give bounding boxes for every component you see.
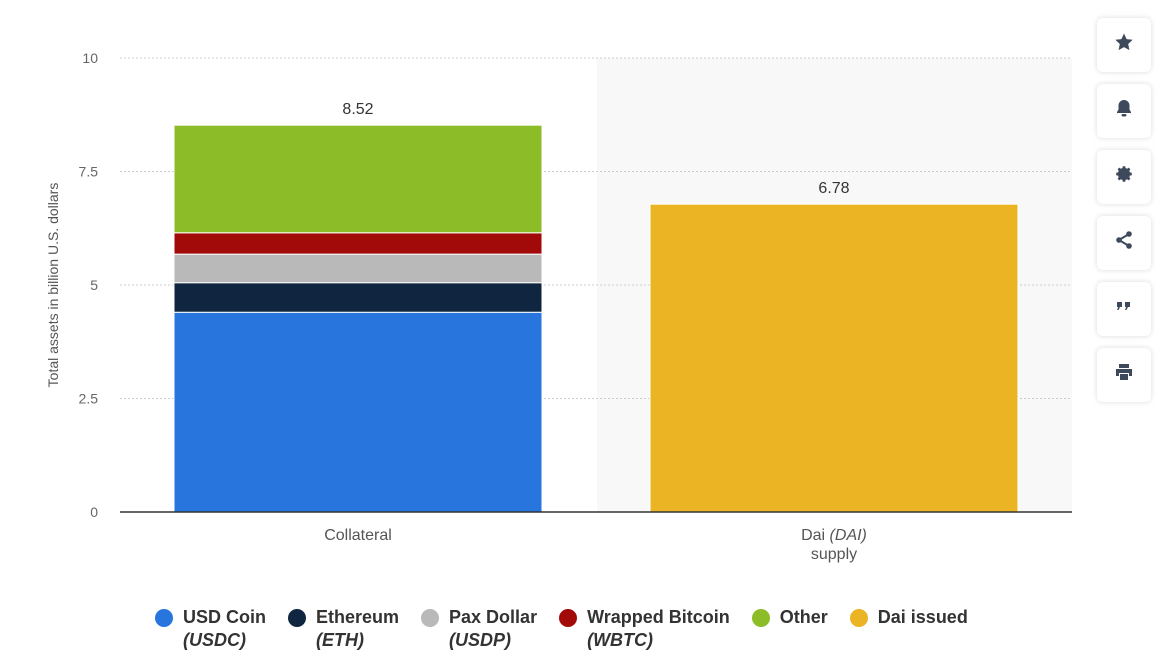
legend-sublabel: (ETH) (316, 630, 364, 650)
y-tick-label: 10 (82, 50, 98, 66)
legend-item[interactable]: Wrapped Bitcoin (WBTC) (559, 606, 730, 652)
category-labels: 8.52 Collateral 6.78 Dai (DAI) supply (324, 101, 867, 563)
legend-item[interactable]: Other (751, 606, 828, 652)
cite-button[interactable] (1097, 282, 1151, 336)
legend-sublabel: (WBTC) (587, 630, 654, 650)
bar-segment[interactable] (173, 124, 543, 234)
legend-label: Pax Dollar (USDP) (449, 607, 538, 650)
share-button[interactable] (1097, 216, 1151, 270)
legend-item[interactable]: Dai issued (849, 606, 968, 652)
x-tick-label: Dai (DAI) (801, 527, 867, 544)
legend-item[interactable]: Ethereum (ETH) (288, 606, 399, 652)
stacked-bar-chart: 0 2.5 5 7.5 10 Total assets in billion U.S. … (45, 50, 1072, 563)
y-tick-label: 5 (90, 277, 98, 293)
gear-icon (1114, 164, 1134, 190)
bars (173, 124, 1019, 513)
settings-button[interactable] (1097, 150, 1151, 204)
legend-swatch (421, 609, 440, 627)
legend-label: Wrapped Bitcoin (WBTC) (587, 607, 730, 650)
bar-segment[interactable] (649, 203, 1019, 513)
legend-label: USD Coin (USDC) (183, 607, 266, 650)
legend-swatch (751, 609, 770, 627)
bookmark-button[interactable] (1097, 18, 1151, 72)
legend-label: Dai issued (877, 607, 968, 627)
x-tick-label-line2: supply (811, 546, 857, 563)
legend-swatch (559, 609, 578, 627)
bell-icon (1114, 98, 1134, 124)
legend: USD Coin (USDC) Ethereum (ETH) Pax Dollar (US… (155, 606, 968, 652)
y-tick-label: 7.5 (79, 164, 99, 180)
x-tick-label: Collateral (324, 527, 392, 544)
share-icon (1114, 230, 1134, 256)
star-icon (1114, 32, 1134, 58)
legend-swatch (155, 609, 173, 627)
legend-label: Other (779, 607, 828, 627)
bar-segment[interactable] (173, 282, 543, 313)
legend-sublabel: (USDC) (183, 630, 246, 650)
bar-segment[interactable] (173, 253, 543, 284)
legend-swatch (288, 609, 306, 627)
legend-label: Ethereum (ETH) (316, 607, 400, 650)
legend-swatch (849, 609, 868, 627)
print-icon (1114, 362, 1134, 388)
quote-icon (1114, 296, 1134, 322)
y-tick-label: 0 (90, 504, 98, 520)
chart-toolbar (1097, 18, 1151, 402)
y-tick-label: 2.5 (79, 391, 99, 407)
legend-item[interactable]: Pax Dollar (USDP) (421, 606, 537, 652)
bar-total-label: 6.78 (818, 180, 849, 197)
notify-button[interactable] (1097, 84, 1151, 138)
bar-total-label: 8.52 (342, 101, 373, 118)
bar-segment[interactable] (173, 311, 543, 513)
legend-item[interactable]: USD Coin (USDC) (155, 606, 266, 652)
bar-segment[interactable] (173, 232, 543, 255)
y-axis-label: Total assets in billion U.S. dollars (45, 183, 61, 388)
legend-sublabel: (USDP) (449, 630, 512, 650)
print-button[interactable] (1097, 348, 1151, 402)
y-axis-ticks: 0 2.5 5 7.5 10 (79, 50, 99, 520)
